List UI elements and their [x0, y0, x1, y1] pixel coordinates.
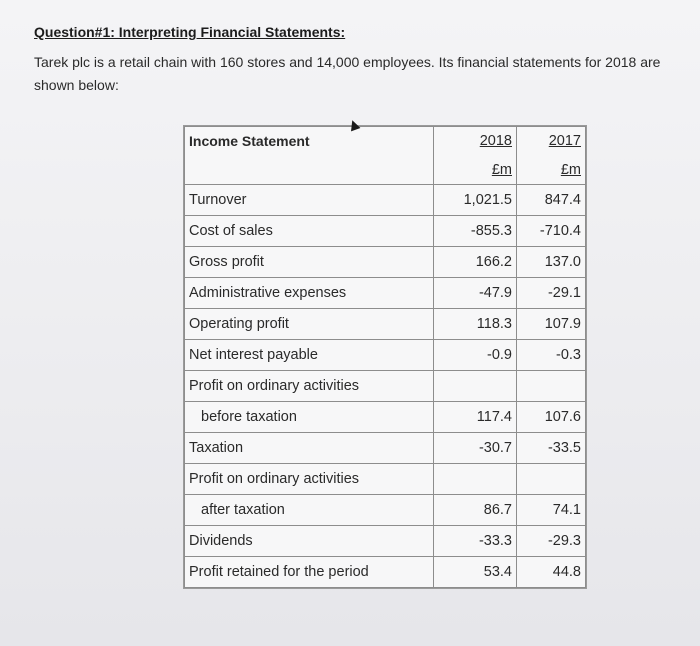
- income-statement-table: Income Statement 2018 2017 £m £m Turnove…: [184, 126, 586, 588]
- row-label: Administrative expenses: [184, 277, 434, 309]
- unit-2018: £m: [433, 155, 517, 185]
- income-statement-table-wrapper: Income Statement 2018 2017 £m £m Turnove…: [184, 126, 586, 588]
- row-value-2017: [516, 463, 586, 495]
- row-label: Taxation: [184, 432, 434, 464]
- row-label: Net interest payable: [184, 339, 434, 371]
- row-value-2018: [433, 370, 517, 402]
- row-value-2018: -0.9: [433, 339, 517, 371]
- row-value-2018: 53.4: [433, 556, 517, 588]
- row-value-2018: 1,021.5: [433, 184, 517, 216]
- row-value-2017: [516, 370, 586, 402]
- row-value-2017: 107.9: [516, 308, 586, 340]
- table-row: Gross profit 166.2 137.0: [184, 246, 586, 278]
- row-label: Turnover: [184, 184, 434, 216]
- table-row: Profit on ordinary activities: [184, 463, 586, 495]
- row-value-2017: -33.5: [516, 432, 586, 464]
- row-value-2017: -29.1: [516, 277, 586, 309]
- row-label: Operating profit: [184, 308, 434, 340]
- row-label: Dividends: [184, 525, 434, 557]
- header-year-2018: 2018: [433, 126, 517, 156]
- row-value-2018: 118.3: [433, 308, 517, 340]
- row-value-2018: -30.7: [433, 432, 517, 464]
- table-row: after taxation 86.7 74.1: [184, 494, 586, 526]
- row-value-2017: 847.4: [516, 184, 586, 216]
- header-label: Income Statement: [184, 126, 434, 156]
- row-value-2018: -47.9: [433, 277, 517, 309]
- table-row: Turnover 1,021.5 847.4: [184, 184, 586, 216]
- header-year-2017: 2017: [516, 126, 586, 156]
- row-value-2017: -0.3: [516, 339, 586, 371]
- table-row: Cost of sales -855.3 -710.4: [184, 215, 586, 247]
- table-row: Taxation -30.7 -33.5: [184, 432, 586, 464]
- table-unit-row: £m £m: [184, 155, 586, 185]
- row-value-2018: [433, 463, 517, 495]
- table-header-row: Income Statement 2018 2017: [184, 126, 586, 156]
- row-value-2018: -855.3: [433, 215, 517, 247]
- row-label: Cost of sales: [184, 215, 434, 247]
- table-row: Net interest payable -0.9 -0.3: [184, 339, 586, 371]
- question-intro: Tarek plc is a retail chain with 160 sto…: [34, 54, 661, 93]
- row-value-2018: 86.7: [433, 494, 517, 526]
- row-label: Profit on ordinary activities: [184, 370, 434, 402]
- row-value-2017: 107.6: [516, 401, 586, 433]
- row-label: before taxation: [184, 401, 434, 433]
- row-label: after taxation: [184, 494, 434, 526]
- row-value-2018: 166.2: [433, 246, 517, 278]
- row-label: Profit retained for the period: [184, 556, 434, 588]
- row-value-2018: -33.3: [433, 525, 517, 557]
- unit-label-empty: [184, 155, 434, 185]
- table-row: Profit on ordinary activities: [184, 370, 586, 402]
- question-title: Question#1: Interpreting Financial State…: [34, 24, 346, 40]
- row-value-2017: 137.0: [516, 246, 586, 278]
- row-value-2017: 44.8: [516, 556, 586, 588]
- table-row: Operating profit 118.3 107.9: [184, 308, 586, 340]
- row-value-2017: 74.1: [516, 494, 586, 526]
- row-value-2017: -710.4: [516, 215, 586, 247]
- row-label: Gross profit: [184, 246, 434, 278]
- row-value-2017: -29.3: [516, 525, 586, 557]
- unit-2017: £m: [516, 155, 586, 185]
- table-row: before taxation 117.4 107.6: [184, 401, 586, 433]
- table-row: Administrative expenses -47.9 -29.1: [184, 277, 586, 309]
- table-row: Dividends -33.3 -29.3: [184, 525, 586, 557]
- row-value-2018: 117.4: [433, 401, 517, 433]
- table-row: Profit retained for the period 53.4 44.8: [184, 556, 586, 588]
- row-label: Profit on ordinary activities: [184, 463, 434, 495]
